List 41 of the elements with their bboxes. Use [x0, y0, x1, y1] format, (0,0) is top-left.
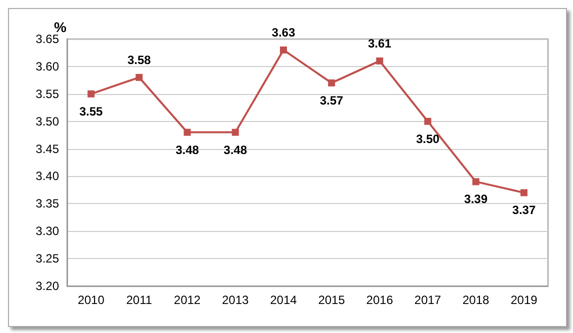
point	[472, 178, 480, 186]
data-label: 3.37	[512, 203, 536, 218]
point	[520, 189, 528, 196]
point	[424, 118, 432, 125]
point	[184, 128, 191, 136]
x-tick-label: 2017	[414, 293, 442, 307]
y-tick-label: 3.20	[36, 279, 60, 293]
data-label: 3.55	[79, 104, 104, 118]
point	[88, 90, 95, 98]
data-label: 3.58	[127, 52, 152, 67]
x-tick-label: 2015	[318, 293, 346, 307]
y-tick-label: 3.35	[36, 196, 60, 211]
point	[280, 46, 287, 54]
y-tick-label: 3.40	[36, 169, 60, 184]
point	[136, 74, 143, 81]
data-label: 3.48	[176, 142, 200, 157]
point	[376, 57, 384, 64]
y-tick-label: 3.45	[36, 142, 60, 156]
y-tick-label: 3.30	[36, 224, 60, 238]
data-label: 3.63	[272, 25, 296, 40]
y-tick-label: 3.55	[36, 86, 60, 101]
x-tick-label: 2010	[78, 293, 105, 307]
y-tick-label: 3.50	[36, 114, 60, 128]
data-label: 3.57	[320, 93, 344, 108]
data-label: 3.61	[368, 36, 392, 50]
data-label: 3.39	[464, 192, 488, 206]
x-tick-label: 2014	[270, 293, 298, 307]
point	[328, 79, 336, 86]
data-label: 3.48	[224, 142, 248, 157]
point	[232, 128, 239, 136]
y-axis-title: %	[54, 19, 67, 35]
x-tick-label: 2019	[510, 293, 538, 307]
x-tick-label: 2012	[174, 293, 201, 307]
data-label: 3.50	[416, 132, 440, 146]
x-tick-label: 2011	[126, 293, 152, 307]
y-tick-label: 3.60	[36, 59, 60, 74]
y-tick-label: 3.25	[36, 252, 60, 266]
x-tick-label: 2016	[366, 293, 394, 307]
x-tick-label: 2013	[222, 293, 250, 307]
x-tick-label: 2018	[462, 293, 490, 307]
y-tick-label: 3.65	[36, 32, 60, 46]
